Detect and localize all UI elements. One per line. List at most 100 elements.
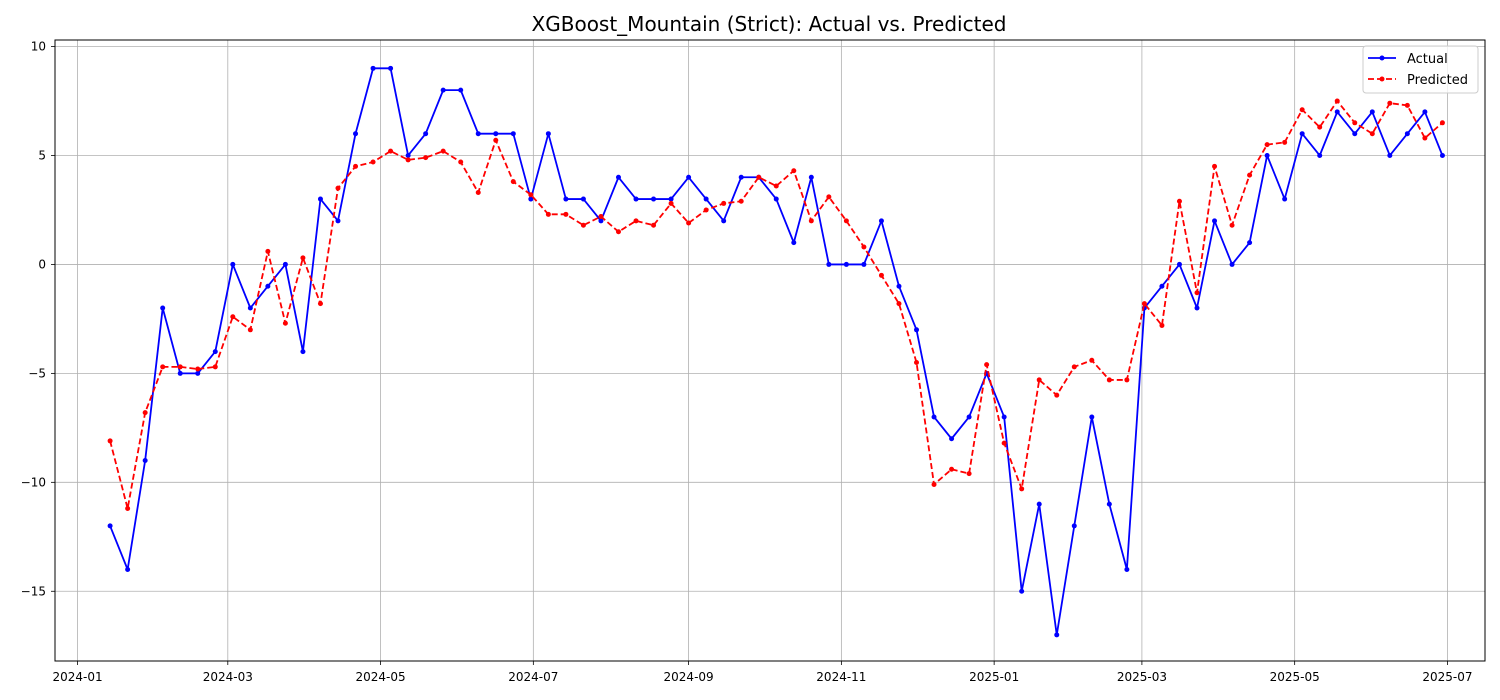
series-predicted-point: [914, 359, 920, 365]
series-actual-point: [265, 283, 271, 289]
series-predicted-point: [1352, 120, 1358, 126]
series-predicted-point: [598, 213, 604, 219]
series-actual-point: [528, 196, 534, 202]
series-actual-point: [142, 458, 148, 464]
series-predicted-point: [160, 364, 166, 370]
series-predicted-point: [1369, 131, 1375, 137]
series-actual-point: [1369, 109, 1375, 115]
series-predicted-point: [335, 185, 341, 191]
series-predicted-point: [142, 410, 148, 416]
series-actual-point: [160, 305, 166, 311]
series-actual-point: [282, 261, 288, 267]
series-predicted-point: [1141, 301, 1147, 307]
series-actual-point: [686, 174, 692, 180]
series-predicted-point: [1071, 364, 1077, 370]
x-tick-label: 2024-09: [664, 670, 714, 684]
series-actual-point: [914, 327, 920, 333]
series-actual-point: [1089, 414, 1095, 420]
series-predicted-point: [1194, 290, 1200, 296]
series-actual-point: [458, 87, 464, 93]
series-predicted-point: [212, 364, 218, 370]
series-predicted-point: [510, 179, 516, 185]
x-tick-label: 2025-07: [1422, 670, 1472, 684]
series-actual-point: [1159, 283, 1165, 289]
series-actual-point: [861, 261, 867, 267]
series-predicted-point: [651, 222, 657, 228]
series-predicted-point: [791, 168, 797, 174]
series-predicted-point: [545, 211, 551, 217]
series-actual-point: [1071, 523, 1077, 529]
series-actual-point: [1229, 261, 1235, 267]
x-tick-label: 2025-03: [1117, 670, 1167, 684]
series-actual-point: [1282, 196, 1288, 202]
series-predicted-point: [1422, 135, 1428, 141]
legend-actual-label: Actual: [1407, 52, 1448, 67]
series-actual-point: [826, 261, 832, 267]
series-actual-point: [125, 566, 131, 572]
series-actual-point: [931, 414, 937, 420]
y-axis: 10 5 0 −5 −10 −15: [21, 40, 55, 598]
series-predicted-point: [1054, 392, 1060, 398]
series-actual-point: [1054, 632, 1060, 638]
series-predicted-point: [615, 229, 621, 235]
series-actual-point: [598, 218, 604, 224]
legend-predicted-label: Predicted: [1407, 73, 1468, 88]
series-predicted-point: [1387, 100, 1393, 106]
series-actual-point: [493, 131, 499, 137]
series-predicted-point: [949, 466, 955, 472]
series-actual-point: [353, 131, 359, 137]
y-tick-label: 0: [38, 257, 46, 271]
series-actual-point: [791, 240, 797, 246]
series-predicted-point: [773, 183, 779, 189]
series-predicted-point: [966, 471, 972, 477]
series-predicted-point: [668, 200, 674, 206]
series-actual-point: [300, 349, 306, 355]
x-axis: 2024-01 2024-03 2024-05 2024-07 2024-09 2024-…: [52, 661, 1473, 684]
series-predicted-point: [686, 220, 692, 226]
series-predicted-point: [1247, 172, 1253, 178]
series-actual-point: [388, 65, 394, 71]
series-predicted-point: [1229, 222, 1235, 228]
series-predicted-point: [563, 211, 569, 217]
series-predicted-point: [440, 148, 446, 154]
series-predicted-point: [1106, 377, 1112, 383]
series-actual-point: [1299, 131, 1305, 137]
series-predicted-point: [984, 362, 990, 368]
series-actual-point: [878, 218, 884, 224]
series-actual-point: [247, 305, 253, 311]
x-tick-label: 2024-05: [355, 670, 405, 684]
series-actual-point: [563, 196, 569, 202]
series-actual-point: [212, 349, 218, 355]
series-actual-point: [107, 523, 113, 529]
x-tick-label: 2024-07: [508, 670, 558, 684]
series-actual-point: [1019, 588, 1025, 594]
series-predicted-point: [370, 159, 376, 165]
series-actual-point: [1106, 501, 1112, 507]
series-actual-point: [195, 370, 201, 376]
x-tick-label: 2025-01: [969, 670, 1019, 684]
x-tick-label: 2024-03: [203, 670, 253, 684]
series-actual-point: [580, 196, 586, 202]
series-actual-point: [721, 218, 727, 224]
series-predicted-point: [931, 482, 937, 488]
series-predicted-point: [107, 438, 113, 444]
series-predicted-point: [756, 174, 762, 180]
series-predicted-point: [388, 148, 394, 154]
series-actual-point: [545, 131, 551, 137]
y-tick-label: 10: [31, 40, 46, 54]
series-actual-point: [1404, 131, 1410, 137]
series-predicted-point: [230, 314, 236, 320]
series-actual-point: [1317, 152, 1323, 158]
y-tick-label: −10: [21, 475, 46, 489]
series-predicted-point: [282, 320, 288, 326]
series-predicted-point: [896, 301, 902, 307]
series-predicted-point: [843, 218, 849, 224]
series-actual-point: [177, 370, 183, 376]
series-predicted-point: [1212, 163, 1218, 169]
series-predicted-point: [265, 248, 271, 254]
series-actual-point: [738, 174, 744, 180]
series-predicted-point: [475, 190, 481, 196]
series-actual-point: [475, 131, 481, 137]
series-predicted-point: [1001, 440, 1007, 446]
